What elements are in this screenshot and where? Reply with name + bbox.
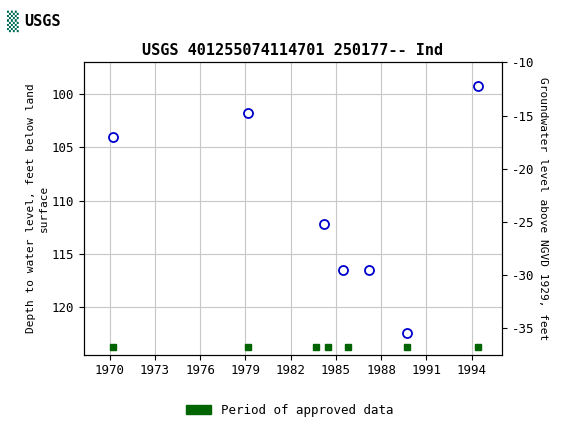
FancyBboxPatch shape [5, 3, 95, 42]
Legend: Period of approved data: Period of approved data [181, 399, 399, 421]
Y-axis label: Groundwater level above NGVD 1929, feet: Groundwater level above NGVD 1929, feet [538, 77, 548, 340]
Title: USGS 401255074114701 250177-- Ind: USGS 401255074114701 250177-- Ind [142, 43, 444, 58]
Text: ▒: ▒ [7, 11, 19, 32]
Y-axis label: Depth to water level, feet below land
surface: Depth to water level, feet below land su… [26, 84, 49, 333]
Text: USGS: USGS [24, 14, 61, 29]
